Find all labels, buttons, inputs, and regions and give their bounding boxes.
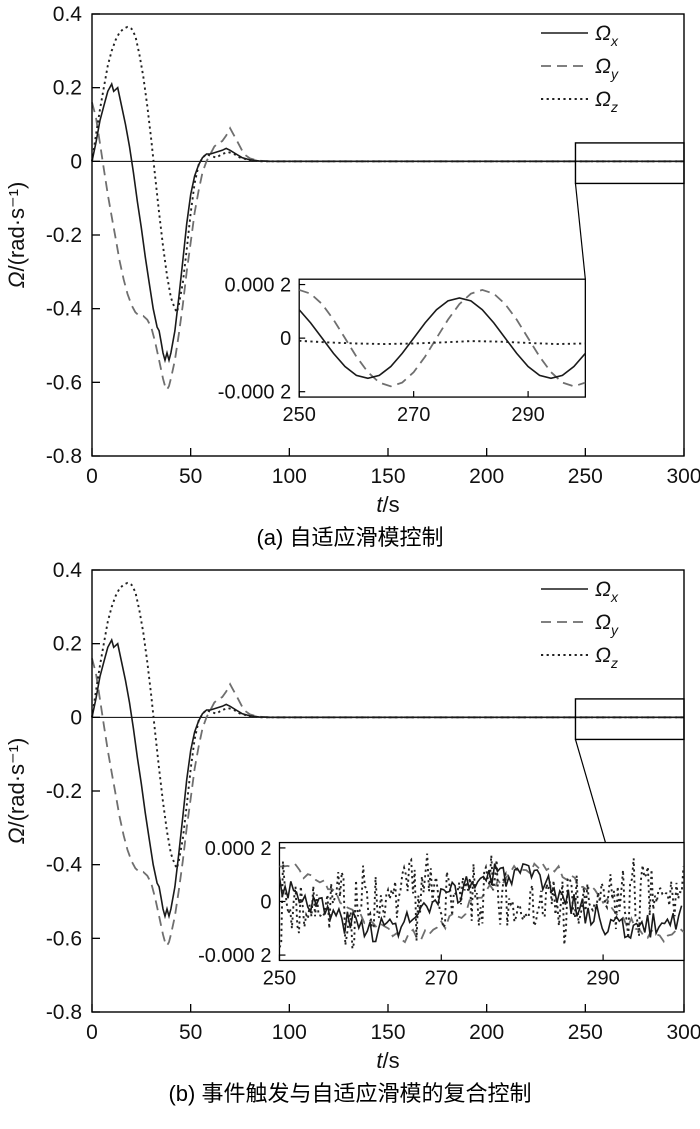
figure-b: 0 50 100 150 200 250 300 -0.8 -0.6 -0.4 -0.2 0 0.2 0.… (0, 560, 700, 1108)
series-omega-x (91, 81, 684, 364)
chart-a-canvas: 0 50 100 150 200 250 300 -0.8 -0.6 -0.4 -0.2 0 0.2 0.… (4, 4, 700, 517)
legend-label-z: Ωz (595, 88, 618, 115)
x-tick-label: 50 (179, 465, 202, 488)
legend-label-y: Ωy (595, 55, 619, 82)
inset-x-tick-label: 250 (283, 404, 316, 426)
x-tick-label: 200 (469, 465, 504, 488)
plot-area: 0 50 100 150 200 250 300 -0.8 -0.6 -0.4 -0.2 0 0.2 0.… (4, 560, 700, 1073)
chart-b-canvas: 0 50 100 150 200 250 300 -0.8 -0.6 -0.4 -0.2 0 0.2 0.… (4, 560, 700, 1073)
inset-series-omega-y (299, 288, 586, 388)
y-tick-label: 0.4 (53, 4, 83, 26)
legend-label-x: Ωx (595, 578, 619, 605)
zoom-region-box (574, 698, 685, 741)
x-tick-label: 200 (469, 1021, 504, 1044)
series-omega-y (91, 658, 684, 948)
caption-a: (a) 自适应滑模控制 (256, 525, 444, 550)
y-tick-label: -0.8 (46, 1001, 82, 1024)
legend: Ωx Ωy Ωz (541, 22, 619, 115)
figure-a: 0 50 100 150 200 250 300 -0.8 -0.6 -0.4 -0.2 0 0.2 0.… (0, 4, 700, 552)
y-tick-label: -0.8 (46, 445, 82, 468)
inset-x-tick-label: 290 (511, 404, 544, 426)
x-tick-label: 0 (86, 1021, 98, 1044)
y-tick-label: -0.2 (46, 780, 82, 803)
zoom-connector-line (574, 739, 607, 843)
legend-label-z: Ωz (595, 644, 618, 671)
y-tick-label: -0.6 (46, 371, 82, 394)
inset-x-tick-label: 290 (586, 967, 619, 989)
series-omega-x (91, 637, 684, 920)
inset-series-group (299, 288, 586, 388)
legend-label-x: Ωx (595, 22, 619, 49)
x-tick-label: 50 (179, 1021, 202, 1044)
x-tick-label: 100 (272, 465, 307, 488)
x-tick-label: 250 (568, 465, 603, 488)
series-omega-z (91, 581, 684, 871)
y-tick-label: 0 (70, 150, 82, 173)
inset-x-tick-label: 250 (263, 967, 296, 989)
legend: Ωx Ωy Ωz (541, 578, 619, 671)
inset-y-tick-label: -0.000 2 (198, 945, 271, 967)
y-tick-label: 0.4 (53, 560, 83, 582)
x-tick-label: 250 (568, 1021, 603, 1044)
inset-y-tick-label: 0 (280, 328, 291, 350)
y-tick-label: 0.2 (53, 633, 82, 656)
series-omega-y (91, 102, 684, 392)
x-tick-label: 150 (370, 465, 405, 488)
y-tick-label: -0.4 (46, 298, 83, 321)
plot-area: 0 50 100 150 200 250 300 -0.8 -0.6 -0.4 -0.2 0 0.2 0.… (4, 4, 700, 517)
inset-y-tick-label: 0 (260, 892, 271, 914)
inset-series-group (279, 853, 684, 949)
zoom-region-box (574, 142, 685, 185)
inset-plot: 250 270 290 0.000 2 0 -0.000 2 (198, 838, 685, 989)
y-tick-label: -0.4 (46, 854, 83, 877)
x-tick-label: 150 (370, 1021, 405, 1044)
y-axis-label: Ω/(rad·s⁻¹) (4, 738, 29, 845)
y-tick-label: 0 (70, 706, 82, 729)
inset-series-omega-y (279, 861, 684, 944)
inset-series-omega-x (279, 862, 683, 943)
inset-x-tick-label: 270 (397, 404, 430, 426)
inset-plot: 250 270 290 0.000 2 0 -0.000 2 (218, 275, 586, 426)
inset-y-tick-label: 0.000 2 (205, 838, 272, 860)
y-axis-label: Ω/(rad·s⁻¹) (4, 182, 29, 289)
y-tick-label: -0.2 (46, 224, 82, 247)
zoom-connector-line (574, 183, 586, 280)
caption-b: (b) 事件触发与自适应滑模的复合控制 (168, 1081, 532, 1106)
inset-y-tick-label: -0.000 2 (218, 382, 291, 404)
inset-x-tick-label: 270 (425, 967, 458, 989)
series-omega-z (91, 25, 684, 315)
x-tick-label: 300 (666, 1021, 700, 1044)
y-tick-label: -0.6 (46, 927, 82, 950)
legend-label-y: Ωy (595, 611, 619, 638)
x-axis-label: t/s (376, 1048, 399, 1073)
inset-border (298, 278, 586, 398)
x-tick-label: 0 (86, 465, 98, 488)
y-tick-label: 0.2 (53, 77, 82, 100)
x-axis-label: t/s (376, 492, 399, 517)
inset-y-tick-label: 0.000 2 (224, 275, 291, 297)
x-tick-label: 300 (666, 465, 700, 488)
x-tick-label: 100 (272, 1021, 307, 1044)
inset-series-omega-x (299, 297, 586, 380)
